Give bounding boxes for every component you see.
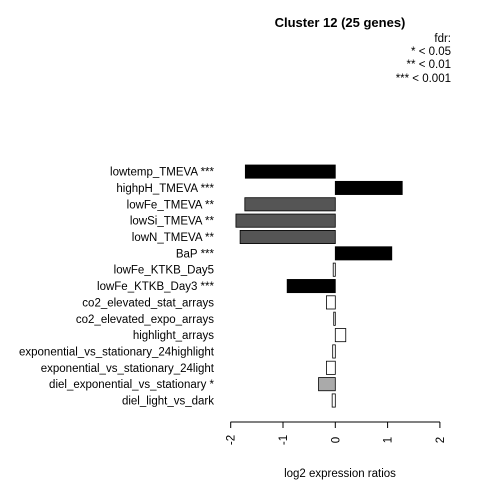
category-label-12: exponential_vs_stationary_24highlight xyxy=(19,346,215,358)
bar-5 xyxy=(239,229,336,244)
category-label-9: co2_elevated_stat_arrays xyxy=(82,297,214,309)
bar-12 xyxy=(332,344,336,359)
chart-title: Cluster 12 (25 genes) xyxy=(275,15,406,30)
x-tick-label-5: 2 xyxy=(435,437,447,443)
bar-11 xyxy=(334,328,347,343)
legend-title: fdr: xyxy=(434,33,451,45)
bar-4 xyxy=(235,213,336,228)
bar-8 xyxy=(286,279,336,294)
bar-15 xyxy=(331,393,336,408)
bar-9 xyxy=(326,295,336,310)
category-label-5: lowN_TMEVA ** xyxy=(132,232,215,244)
legend-entry-2: ** < 0.01 xyxy=(407,59,451,71)
category-label-8: lowFe_KTKB_Day3 *** xyxy=(97,281,214,293)
category-label-10: co2_elevated_expo_arrays xyxy=(76,314,214,326)
category-label-4: lowSi_TMEVA ** xyxy=(130,216,215,228)
bar-14 xyxy=(318,377,336,392)
x-axis: -2 -1 0 1 2 xyxy=(226,421,447,445)
category-label-6: BaP *** xyxy=(176,248,215,260)
bar-3 xyxy=(244,197,336,212)
bar-2 xyxy=(334,180,403,195)
category-label-3: lowFe_TMEVA ** xyxy=(127,199,215,211)
category-labels: lowtemp_TMEVA *** highpH_TMEVA *** lowFe_T… xyxy=(19,167,215,408)
legend-entry-1: * < 0.05 xyxy=(411,46,451,58)
category-label-2: highpH_TMEVA *** xyxy=(116,183,214,195)
x-ticks: -2 -1 0 1 2 xyxy=(226,422,447,445)
category-label-15: diel_light_vs_dark xyxy=(122,396,214,408)
category-label-14: diel_exponential_vs_stationary * xyxy=(49,379,214,391)
x-tick-label-3: 0 xyxy=(330,437,342,443)
x-axis-label: log2 expression ratios xyxy=(284,468,396,480)
x-tick-label-2: -1 xyxy=(278,435,290,445)
category-label-1: lowtemp_TMEVA *** xyxy=(110,167,214,179)
x-tick-label-1: -2 xyxy=(226,435,238,445)
bars xyxy=(235,164,403,408)
legend: fdr: * < 0.05 ** < 0.01 *** < 0.001 xyxy=(396,33,451,85)
bar-6 xyxy=(334,246,393,261)
bar-10 xyxy=(333,311,336,326)
category-label-7: lowFe_KTKB_Day5 xyxy=(114,265,214,277)
bar-7 xyxy=(332,262,336,277)
bar-1 xyxy=(244,164,336,179)
legend-entry-3: *** < 0.001 xyxy=(396,73,451,85)
bar-13 xyxy=(326,360,336,375)
category-label-11: highlight_arrays xyxy=(133,330,214,342)
x-tick-label-4: 1 xyxy=(383,437,395,443)
category-label-13: exponential_vs_stationary_24light xyxy=(41,363,215,375)
